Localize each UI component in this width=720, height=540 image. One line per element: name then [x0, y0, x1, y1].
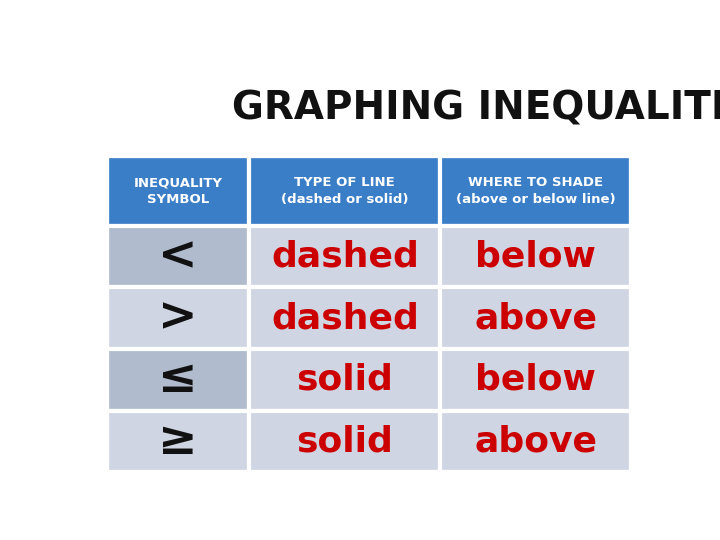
- Text: below: below: [475, 363, 596, 397]
- Bar: [107, 287, 249, 349]
- Bar: [441, 287, 631, 349]
- Text: <: <: [158, 234, 198, 279]
- Text: INEQUALITY
SYMBOL: INEQUALITY SYMBOL: [134, 176, 222, 206]
- Text: solid: solid: [297, 424, 393, 458]
- Bar: [249, 226, 441, 287]
- Bar: [249, 287, 441, 349]
- Text: GRAPHING INEQUALITIES: GRAPHING INEQUALITIES: [233, 90, 720, 127]
- Text: solid: solid: [297, 363, 393, 397]
- Text: ≥: ≥: [158, 419, 198, 464]
- Text: ≤: ≤: [158, 357, 198, 402]
- Text: dashed: dashed: [271, 301, 419, 335]
- Text: >: >: [158, 296, 198, 341]
- Bar: [107, 410, 249, 472]
- Text: TYPE OF LINE
(dashed or solid): TYPE OF LINE (dashed or solid): [281, 176, 409, 206]
- Bar: [441, 226, 631, 287]
- Text: WHERE TO SHADE
(above or below line): WHERE TO SHADE (above or below line): [456, 176, 616, 206]
- Bar: [107, 349, 249, 410]
- Bar: [441, 349, 631, 410]
- Bar: [107, 226, 249, 287]
- Bar: [249, 349, 441, 410]
- Bar: [249, 156, 441, 226]
- Text: above: above: [474, 424, 598, 458]
- Text: below: below: [475, 240, 596, 274]
- Bar: [107, 156, 249, 226]
- Bar: [249, 410, 441, 472]
- Text: above: above: [474, 301, 598, 335]
- Bar: [441, 410, 631, 472]
- Bar: [107, 156, 631, 473]
- Bar: [441, 156, 631, 226]
- Text: dashed: dashed: [271, 240, 419, 274]
